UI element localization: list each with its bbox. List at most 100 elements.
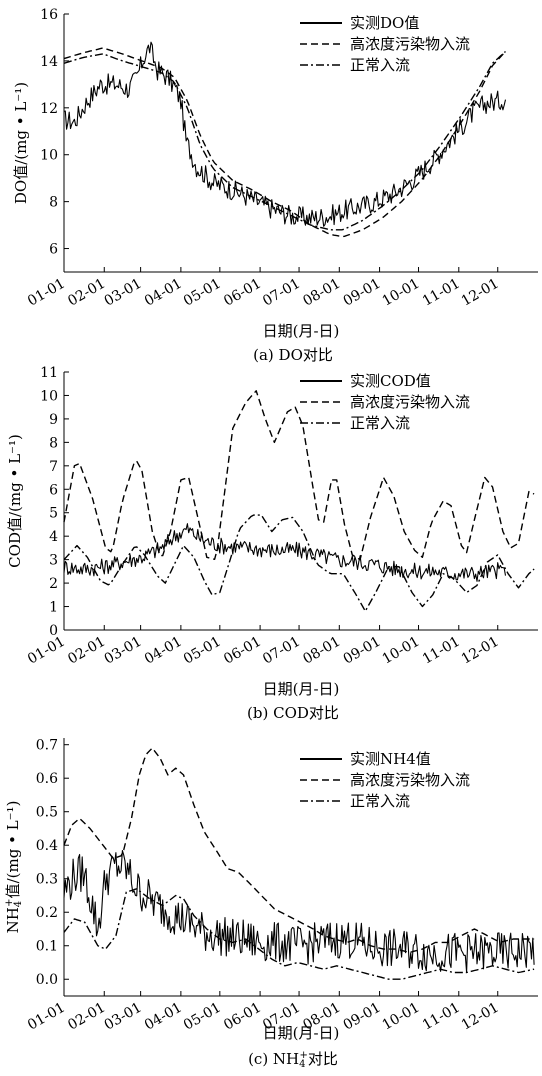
x-tick-label: 02-01: [65, 1000, 108, 1034]
panel-nh4: 0.00.10.20.30.40.50.60.701-0102-0103-010…: [4, 738, 538, 1070]
legend-label: 正常入流: [350, 56, 410, 74]
panel-cod: 0123456789101101-0102-0103-0104-0105-010…: [6, 365, 538, 722]
y-tick-label: 10: [40, 148, 58, 164]
legend-label: 高浓度污染物入流: [350, 771, 470, 789]
panel-caption-subscript: 4: [299, 1059, 305, 1070]
series-line-2: [63, 514, 535, 612]
series-line-0: [63, 523, 507, 582]
x-tick-label: 10-01: [380, 1000, 423, 1034]
y-tick-label: 1: [49, 600, 58, 616]
y-tick-label: 6: [49, 482, 58, 498]
series-line-0: [63, 41, 507, 227]
series-line-1: [63, 47, 507, 238]
x-tick-label: 01-01: [25, 276, 68, 310]
y-axis-label-suffix: 值/(mg • L⁻¹): [4, 801, 22, 899]
legend-label: 实测DO值: [350, 14, 419, 32]
y-tick-label: 0.7: [36, 738, 58, 754]
y-tick-label: 9: [49, 412, 58, 428]
y-tick-label: 0: [49, 623, 58, 639]
legend-label: 正常入流: [350, 792, 410, 810]
y-axis-label-main: DO值/(mg • L⁻¹): [12, 82, 30, 204]
x-tick-label: 11-01: [420, 276, 463, 310]
x-tick-label: 02-01: [65, 634, 108, 668]
y-tick-label: 12: [40, 101, 58, 117]
y-tick-label: 8: [49, 435, 58, 451]
y-axis-label-subscript: 4: [13, 901, 24, 907]
x-tick-label: 12-01: [459, 1000, 502, 1034]
y-tick-label: 11: [40, 365, 58, 381]
y-tick-label: 16: [40, 7, 58, 23]
y-tick-label: 4: [49, 529, 58, 545]
y-tick-label: 0.5: [36, 805, 58, 821]
y-axis-label-main: NH: [4, 907, 22, 933]
x-tick-label: 04-01: [142, 1000, 185, 1034]
panel-caption-main: (b) COD对比: [247, 704, 339, 722]
legend-label: 高浓度污染物入流: [350, 35, 470, 53]
panel-do: 6 8 10 12 14 16 01-0102-0103-0104-0105-0106-01…: [12, 7, 538, 364]
y-tick-label: 3: [49, 553, 58, 569]
x-axis-label: 日期(月-日): [263, 1024, 340, 1042]
x-tick-label: 05-01: [181, 276, 224, 310]
series-line-2: [63, 50, 506, 231]
y-axis-label-main: COD值/(mg • L⁻¹): [6, 434, 24, 568]
series-line-2: [63, 888, 535, 980]
x-tick-label: 12-01: [459, 634, 502, 668]
y-tick-label: 2: [49, 576, 58, 592]
x-tick-label: 10-01: [380, 276, 423, 310]
x-tick-label: 06-01: [221, 276, 264, 310]
series-line-0: [63, 849, 535, 973]
panel-caption-main: (c) NH: [248, 1050, 299, 1068]
series-line-1: [63, 390, 535, 561]
x-tick-label: 01-01: [25, 1000, 68, 1034]
x-tick-label: 05-01: [181, 1000, 224, 1034]
x-tick-label: 04-01: [142, 634, 185, 668]
y-tick-label: 14: [40, 54, 58, 70]
x-tick-label: 11-01: [420, 634, 463, 668]
y-tick-label: 0.6: [36, 771, 58, 787]
x-tick-label: 03-01: [102, 634, 145, 668]
x-tick-label: 10-01: [380, 634, 423, 668]
y-tick-label: 8: [49, 195, 58, 211]
panel-caption: (b) COD对比: [247, 704, 339, 722]
x-tick-label: 05-01: [181, 634, 224, 668]
x-tick-label: 11-01: [420, 1000, 463, 1034]
y-tick-label: 5: [49, 506, 58, 522]
panel-caption-superscript: +: [300, 1050, 308, 1061]
x-tick-label: 07-01: [260, 634, 303, 668]
y-tick-label: 0.3: [36, 872, 58, 888]
x-tick-label: 09-01: [341, 276, 384, 310]
y-tick-label: 0.0: [36, 972, 58, 988]
y-tick-label: 10: [40, 388, 58, 404]
legend-label: 高浓度污染物入流: [350, 393, 470, 411]
y-axis-label: NH4+值/(mg • L⁻¹): [4, 801, 24, 934]
x-tick-label: 01-01: [25, 634, 68, 668]
x-tick-label: 09-01: [341, 1000, 384, 1034]
x-tick-label: 06-01: [221, 1000, 264, 1034]
x-tick-label: 03-01: [102, 276, 145, 310]
y-axis-label-superscript: +: [4, 898, 15, 906]
y-axis-label: COD值/(mg • L⁻¹): [6, 434, 24, 568]
x-axis-label: 日期(月-日): [263, 322, 340, 340]
y-tick-label: 0.4: [36, 838, 58, 854]
panel-caption-main: (a) DO对比: [253, 346, 333, 364]
x-tick-label: 08-01: [300, 276, 343, 310]
y-axis-label: DO值/(mg • L⁻¹): [12, 82, 30, 204]
panel-caption: (c) NH4+对比: [248, 1050, 338, 1070]
y-tick-label: 6: [49, 242, 58, 258]
x-tick-label: 06-01: [221, 634, 264, 668]
y-tick-label: 7: [49, 459, 58, 475]
series-line-1: [63, 747, 535, 954]
x-tick-label: 04-01: [142, 276, 185, 310]
panel-caption-suffix: 对比: [308, 1050, 338, 1068]
x-tick-label: 12-01: [459, 276, 502, 310]
y-tick-label: 0.2: [36, 905, 58, 921]
x-tick-label: 07-01: [260, 276, 303, 310]
legend-label: 实测COD值: [350, 372, 431, 390]
legend-label: 正常入流: [350, 414, 410, 432]
x-tick-label: 09-01: [341, 634, 384, 668]
legend-label: 实测NH4值: [350, 750, 431, 768]
y-tick-label: 0.1: [36, 939, 58, 955]
x-axis-label: 日期(月-日): [263, 680, 340, 698]
panel-caption: (a) DO对比: [253, 346, 333, 364]
